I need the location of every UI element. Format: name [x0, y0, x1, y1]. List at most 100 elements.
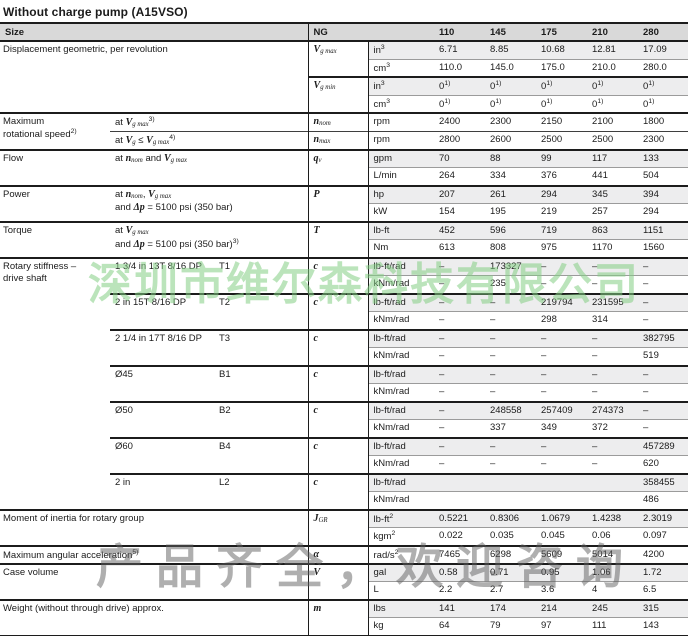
- cell-value: 0.022: [434, 527, 486, 546]
- cell-value: 117: [587, 148, 639, 168]
- cell-unit: lb-ft/rad: [367, 436, 435, 456]
- cell-value: 248558: [485, 400, 537, 420]
- cell-value: 382795: [638, 328, 688, 348]
- cell-value: 219: [536, 203, 588, 222]
- cell-value: –: [587, 436, 639, 456]
- cell-unit: kgm2: [367, 527, 435, 546]
- cell-value: 2400: [434, 112, 486, 132]
- cell-value: –: [485, 436, 537, 456]
- cell-unit: lbs: [367, 598, 435, 618]
- cell-value: 358455: [638, 472, 688, 492]
- cell-value: 394: [638, 184, 688, 204]
- cell-value: 173327: [485, 256, 537, 276]
- cell-unit: rpm: [367, 112, 435, 132]
- cell-unit: kNm/rad: [367, 311, 435, 330]
- table-row: Case volume V gal 0.58 0.71 0.95 1.06 1.…: [0, 562, 688, 600]
- cell-unit: lb-ft/rad: [367, 472, 435, 492]
- cell-value: 620: [638, 455, 688, 474]
- cell-value: 257409: [536, 400, 588, 420]
- table-row: Power at nnom, Vg max and Δp = 5100 psi (…: [0, 184, 688, 222]
- cell-value: 0.8306: [485, 508, 537, 528]
- param-label: Displacement geometric, per revolution: [3, 44, 168, 56]
- param-label: Torque: [0, 220, 110, 258]
- cell-value: –: [434, 347, 486, 366]
- shaft-name: Ø45: [115, 368, 133, 380]
- cell-value: 01): [638, 94, 688, 114]
- cell-value: 145.0: [485, 58, 537, 78]
- cell-value: –: [587, 347, 639, 366]
- cell-unit: gal: [367, 562, 435, 582]
- cell-symbol: c: [307, 256, 369, 294]
- cell-value: 457289: [638, 436, 688, 456]
- cell-value: –: [485, 292, 537, 312]
- condition: at nnom and Vg max: [110, 148, 309, 186]
- cell-value: –: [434, 292, 486, 312]
- cell-symbol: c: [307, 364, 369, 402]
- cell-value: [587, 472, 639, 492]
- header-col-145: 145: [485, 21, 537, 43]
- cell-unit: lb-ft: [367, 220, 435, 240]
- shaft-name: 2 in: [115, 476, 131, 488]
- cell-unit: kg: [367, 617, 435, 636]
- cell-value: 719: [536, 220, 588, 240]
- param-label: Rotary stiffness – drive shaft: [0, 256, 110, 510]
- shaft-name: 1 3/4 in 13T 8/16 DP: [115, 260, 202, 272]
- cell-value: –: [536, 347, 588, 366]
- cell-symbol: Vg max: [307, 41, 369, 78]
- cell-value: –: [587, 364, 639, 384]
- param-label: Maximum angular acceleration5): [0, 544, 309, 564]
- condition: at nnom, Vg max and Δp = 5100 psi (350 ba…: [110, 184, 309, 222]
- cell-unit: lb-ft/rad: [367, 256, 435, 276]
- table-row: cm3 110.0 145.0 175.0 210.0 280.0: [0, 58, 688, 78]
- cell-value: 314: [587, 311, 639, 330]
- shaft-condition: 2 in L2: [110, 472, 309, 510]
- cell-value: 79: [485, 617, 537, 636]
- cell-symbol: m: [307, 598, 369, 636]
- cell-value: 97: [536, 617, 588, 636]
- cell-value: 01): [485, 76, 537, 96]
- cell-unit: in3: [367, 41, 435, 60]
- cell-value: 01): [536, 76, 588, 96]
- cell-unit: lb-ft2: [367, 508, 435, 528]
- cell-unit: lb-ft/rad: [367, 292, 435, 312]
- table-row: Ø50 B2 c lb-ft/rad – 248558 257409 274373…: [0, 400, 688, 438]
- cell-value: 231595: [587, 292, 639, 312]
- cell-symbol: qv: [307, 148, 369, 186]
- cell-value: 4200: [638, 544, 688, 564]
- cell-value: 207: [434, 184, 486, 204]
- cell-value: 01): [587, 94, 639, 114]
- cell-value: 274373: [587, 400, 639, 420]
- cell-value: 175.0: [536, 58, 588, 78]
- cell-value: 4: [587, 581, 639, 600]
- cell-value: 596: [485, 220, 537, 240]
- cell-value: 3.6: [536, 581, 588, 600]
- table-row: 2 1/4 in 17T 8/16 DP T3 c lb-ft/rad – – –…: [0, 328, 688, 366]
- cell-value: 5609: [536, 544, 588, 564]
- shaft-condition: Ø45 B1: [110, 364, 309, 402]
- cell-value: 0.035: [485, 527, 537, 546]
- table-row: kNm/rad – – 298 314 –: [0, 311, 688, 330]
- cell-value: 0.95: [536, 562, 588, 582]
- cell-value: 1.0679: [536, 508, 588, 528]
- cell-value: 2.3019: [638, 508, 688, 528]
- cell-value: 111: [587, 617, 639, 636]
- cell-symbol: nmax: [307, 130, 369, 150]
- cell-value: 452: [434, 220, 486, 240]
- cell-value: 280.0: [638, 58, 688, 78]
- cell-value: –: [434, 311, 486, 330]
- cell-value: 2150: [536, 112, 588, 132]
- cell-unit: rad/s2: [367, 544, 435, 564]
- cell-value: 2.2: [434, 581, 486, 600]
- cell-value: –: [638, 275, 688, 294]
- cell-value: 808: [485, 239, 537, 258]
- param-label: Weight (without through drive) approx.: [0, 598, 309, 636]
- cell-value: –: [638, 311, 688, 330]
- cell-value: 7465: [434, 544, 486, 564]
- shaft-code: T1: [219, 260, 231, 272]
- cell-value: –: [434, 383, 486, 402]
- cell-value: –: [638, 383, 688, 402]
- table-row: 2 in 15T 8/16 DP T2 c lb-ft/rad – – 21979…: [0, 292, 688, 330]
- table-row: Rotary stiffness – drive shaft 1 3/4 in 1…: [0, 256, 688, 510]
- cell-value: 2500: [536, 130, 588, 150]
- cell-value: 1800: [638, 112, 688, 132]
